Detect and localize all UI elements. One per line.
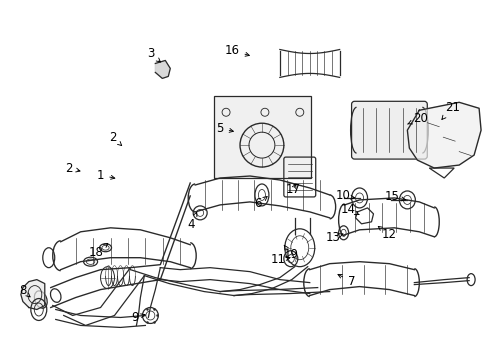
Text: 5: 5 [216,122,233,135]
Text: 6: 6 [254,197,266,210]
Text: 2: 2 [108,131,122,145]
Text: 17: 17 [285,184,300,197]
Text: 7: 7 [337,274,355,288]
Text: 10: 10 [334,189,354,202]
Text: 9: 9 [131,311,144,324]
Text: 18: 18 [89,243,107,259]
FancyBboxPatch shape [351,101,427,159]
Text: 14: 14 [341,203,358,216]
Text: 21: 21 [441,101,459,120]
Text: 13: 13 [325,231,342,244]
Text: 11: 11 [270,253,289,266]
Text: 1: 1 [97,168,115,181]
Polygon shape [155,60,170,78]
Text: 3: 3 [146,47,160,62]
Text: 20: 20 [407,112,427,125]
Text: 15: 15 [384,190,405,203]
Text: 12: 12 [378,226,396,241]
Polygon shape [407,102,480,168]
Polygon shape [21,280,45,310]
FancyBboxPatch shape [214,96,310,178]
Text: 19: 19 [283,245,298,261]
Text: 2: 2 [65,162,80,175]
Text: 16: 16 [224,44,249,57]
Text: 8: 8 [19,284,30,297]
Text: 4: 4 [187,212,197,231]
